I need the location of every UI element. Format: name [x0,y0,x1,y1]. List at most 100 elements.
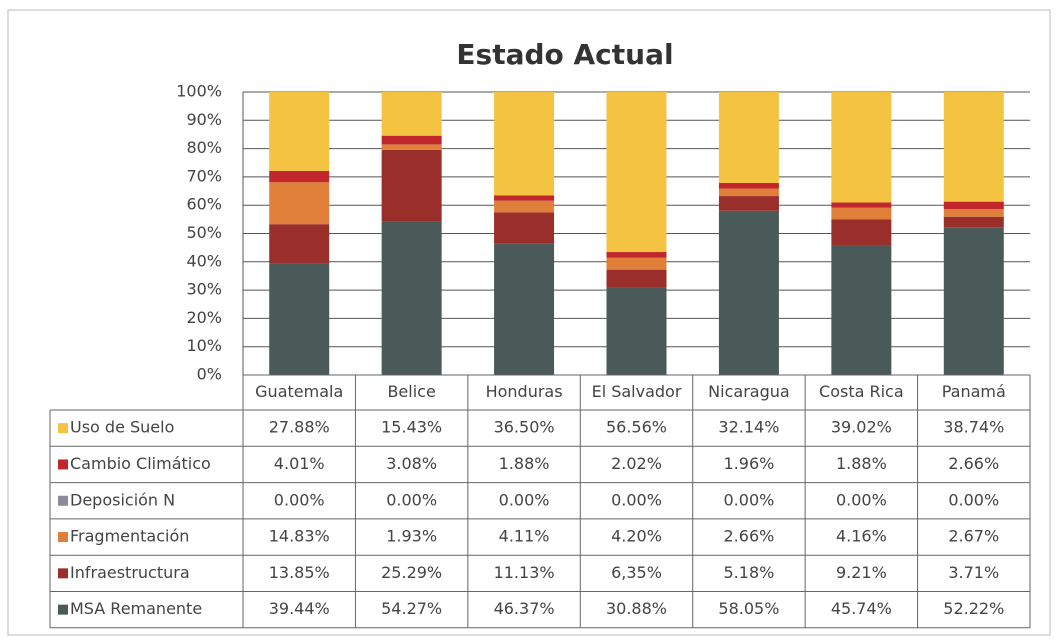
value-label: 4.01% [274,454,325,473]
value-label: 0.00% [499,490,550,509]
value-label: 4.11% [499,527,550,546]
bar-segment [494,243,555,375]
bar-segment [943,201,1004,210]
bar-segment [718,188,779,197]
x-tick-label: Costa Rica [819,382,904,401]
value-label: 0.00% [611,490,662,509]
legend-label: Fragmentación [70,527,189,546]
bar-segment [381,92,442,136]
value-label: 46.37% [494,599,555,618]
value-label: 11.13% [494,563,555,582]
bar-segment [269,182,330,225]
y-tick-label: 90% [186,110,222,129]
bar-segment [831,219,892,246]
y-tick-label: 60% [186,195,222,214]
y-tick-label: 80% [186,138,222,157]
bar-segment [831,245,892,375]
bar-segment [381,221,442,375]
value-label: 38.74% [943,418,1004,437]
x-tick-label: Panamá [942,382,1006,401]
legend-swatch [58,495,68,506]
bar-segment [606,257,667,270]
chart-title: Estado Actual [456,38,673,71]
bar-segment [606,252,667,258]
bar-segment [943,216,1004,228]
value-label: 56.56% [606,418,667,437]
bar-segment [606,287,667,375]
bar-segment [494,92,555,196]
value-label: 0.00% [274,490,325,509]
value-label: 4.20% [611,527,662,546]
bar-segment [269,224,330,264]
x-tick-label: Guatemala [255,382,343,401]
value-label: 3.71% [948,563,999,582]
y-tick-label: 20% [186,308,222,327]
value-label: 52.22% [943,599,1004,618]
legend-swatch [58,568,68,579]
value-label: 39.44% [269,599,330,618]
y-tick-label: 70% [186,166,222,185]
bar-segment [269,263,330,375]
value-label: 14.83% [269,527,330,546]
value-label: 54.27% [381,599,442,618]
bar-segment [381,144,442,150]
bar-segment [831,91,892,203]
value-label: 1.88% [499,454,550,473]
bar-segment [269,91,330,171]
value-label: 0.00% [836,490,887,509]
legend-label: Uso de Suelo [70,418,174,437]
legend-label: Deposición N [70,490,175,509]
bar-segment [943,92,1004,202]
value-label: 0.00% [386,490,437,509]
y-tick-label: 100% [176,82,222,101]
bar-segment [606,269,667,288]
bar-segment [494,195,555,201]
value-label: 0.00% [724,490,775,509]
value-label: 4.16% [836,527,887,546]
y-tick-label: 30% [186,280,222,299]
bar-segment [718,196,779,211]
value-label: 45.74% [831,599,892,618]
bar-segment [381,135,442,145]
value-label: 5.18% [724,563,775,582]
value-label: 36.50% [494,418,555,437]
x-tick-label: Belice [387,382,435,401]
y-tick-label: 0% [197,365,222,384]
bar-segment [494,200,555,213]
value-label: 13.85% [269,563,330,582]
bar-segment [494,212,555,244]
legend-label: MSA Remanente [70,599,202,618]
value-label: 15.43% [381,418,442,437]
bar-segment [943,209,1004,217]
y-tick-label: 50% [186,223,222,242]
legend-swatch [58,423,68,434]
bar-segment [943,227,1004,375]
bar-segment [606,91,667,253]
value-label: 3.08% [386,454,437,473]
value-label: 25.29% [381,563,442,582]
legend-swatch [58,532,68,543]
x-tick-label: El Salvador [592,382,682,401]
value-label: 2.02% [611,454,662,473]
value-label: 9.21% [836,563,887,582]
bar-segment [831,202,892,208]
bar-segment [718,210,779,375]
bar-segment [718,92,779,183]
x-tick-label: Nicaragua [708,382,790,401]
value-label: 0.00% [948,490,999,509]
x-tick-label: Honduras [486,382,563,401]
value-label: 1.96% [724,454,775,473]
value-label: 58.05% [718,599,779,618]
legend-swatch [58,604,68,615]
y-tick-label: 10% [186,336,222,355]
legend-label: Infraestructura [70,563,190,582]
value-label: 2.67% [948,527,999,546]
bar-segment [831,207,892,220]
value-label: 2.66% [724,527,775,546]
value-label: 6,35% [611,563,662,582]
value-label: 32.14% [718,418,779,437]
value-label: 1.93% [386,527,437,546]
legend-label: Cambio Climático [70,454,211,473]
bar-segment [381,149,442,222]
